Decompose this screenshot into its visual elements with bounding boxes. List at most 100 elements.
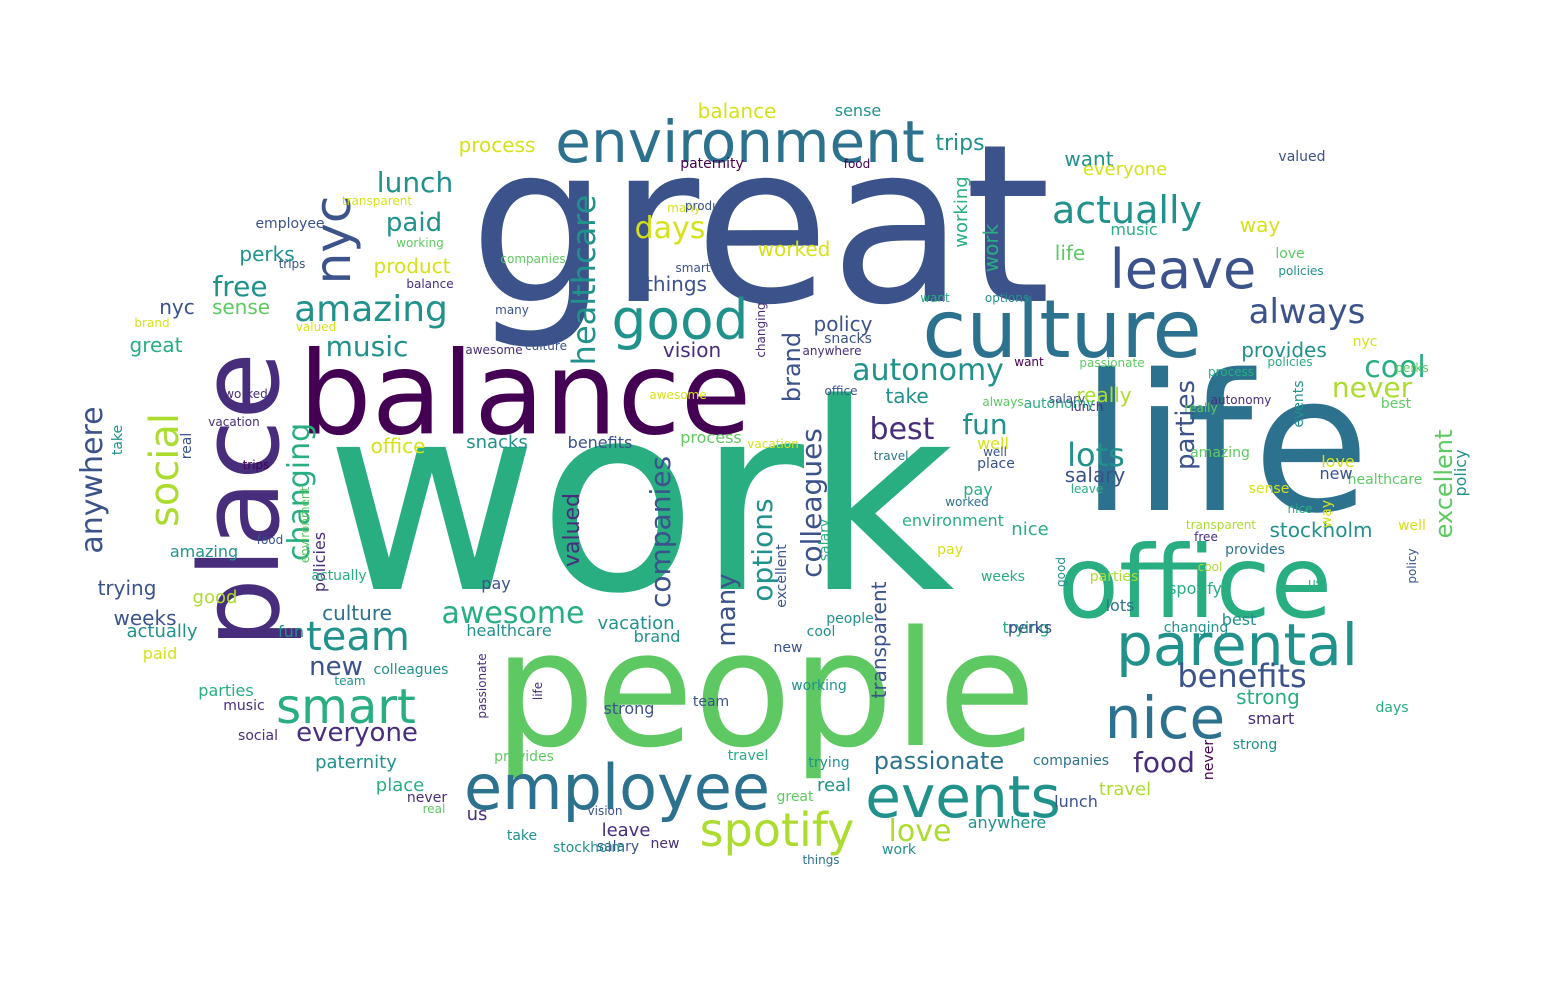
word: office — [1057, 524, 1333, 641]
word: love — [888, 814, 952, 849]
word: real — [422, 802, 446, 816]
word: parties — [198, 681, 254, 700]
word: free — [212, 270, 268, 303]
word: employee — [463, 751, 771, 824]
word: events — [865, 763, 1061, 831]
word: real — [816, 775, 852, 796]
word: way — [1319, 499, 1335, 529]
word: life — [531, 681, 545, 701]
word: amazing — [1190, 445, 1250, 461]
word: smart — [276, 679, 416, 735]
word: nyc — [304, 195, 362, 285]
word: provides — [494, 749, 554, 765]
word: transparent — [867, 581, 891, 699]
word: music — [325, 330, 409, 363]
word: things — [802, 853, 840, 867]
word: culture — [322, 601, 392, 625]
word: brand — [633, 627, 681, 646]
word: work — [882, 842, 916, 858]
word: actually — [311, 568, 367, 584]
word: autonomy — [1023, 396, 1095, 412]
word: new — [773, 640, 803, 656]
word: trying — [97, 576, 157, 600]
word: vision — [587, 804, 623, 818]
word: companies — [1032, 753, 1110, 769]
word: valued — [1278, 149, 1326, 165]
word: benefits — [1177, 657, 1307, 695]
word: transparent — [341, 194, 413, 208]
word: worked — [945, 495, 989, 509]
word: amazing — [294, 289, 448, 330]
word: food — [1133, 746, 1195, 779]
word: working — [951, 176, 972, 248]
word: sense — [1248, 481, 1290, 497]
word: policy — [1405, 548, 1419, 584]
word: salary — [817, 518, 833, 562]
word: people — [826, 611, 874, 627]
word: stockholm — [1269, 518, 1373, 542]
word: place — [977, 456, 1015, 472]
word: process — [458, 133, 536, 157]
word: healthcare — [466, 621, 552, 640]
word: passionate — [1079, 356, 1145, 370]
word: paid — [142, 644, 178, 663]
word: worked — [757, 237, 831, 261]
word: everyone — [1082, 159, 1168, 180]
word: passionate — [475, 653, 489, 719]
word: life — [1080, 334, 1370, 555]
word: options — [746, 498, 779, 602]
word: well — [983, 445, 1007, 459]
word: balance — [406, 277, 454, 291]
word: days — [1375, 700, 1409, 716]
word: actually — [126, 621, 198, 642]
word: food — [256, 533, 284, 547]
word: good — [192, 587, 238, 608]
word: vacation — [747, 437, 799, 451]
word: transparent — [1185, 518, 1257, 532]
word: really — [1184, 401, 1218, 415]
word: trying — [1002, 618, 1050, 637]
word: brand — [778, 331, 806, 403]
word: policy — [813, 312, 873, 336]
word: policies — [1267, 355, 1313, 369]
word: travel — [727, 748, 769, 764]
word: salary — [1048, 392, 1086, 406]
word: sense — [211, 295, 271, 319]
word: vacation — [208, 415, 260, 429]
word: amazing — [169, 542, 239, 561]
word: weeks — [980, 569, 1026, 585]
word: companies — [500, 252, 566, 266]
word: love — [1321, 452, 1355, 471]
word: leave — [1109, 238, 1257, 301]
word: parental — [1116, 611, 1358, 679]
word: salary — [596, 839, 640, 855]
word: culture — [922, 283, 1202, 376]
word: policies — [1278, 264, 1324, 278]
word: perks — [1007, 618, 1053, 637]
word: awesome — [441, 596, 585, 631]
word: events — [1291, 380, 1307, 428]
word: us — [466, 804, 488, 825]
word: strong — [1236, 685, 1300, 709]
word: stockholm — [552, 840, 626, 856]
word: healthcare — [1347, 472, 1423, 488]
word: social — [142, 412, 188, 528]
word: way — [1239, 213, 1281, 237]
word: policy — [1451, 449, 1470, 497]
word: environment — [555, 108, 925, 176]
word: nice — [1011, 519, 1049, 540]
word: changing — [754, 302, 768, 358]
word: lunch — [1070, 400, 1104, 414]
word: companies — [644, 455, 677, 609]
word: everyone — [296, 718, 418, 748]
word: worked — [224, 387, 268, 401]
word: working — [791, 678, 847, 694]
word: us — [1308, 576, 1322, 590]
word: lunch — [376, 166, 454, 199]
word: spotify — [699, 803, 855, 857]
word: awesome — [465, 343, 523, 357]
word: many — [667, 201, 701, 215]
word: brand — [134, 316, 170, 330]
word: culture — [525, 339, 567, 353]
word: strong — [1232, 737, 1278, 753]
